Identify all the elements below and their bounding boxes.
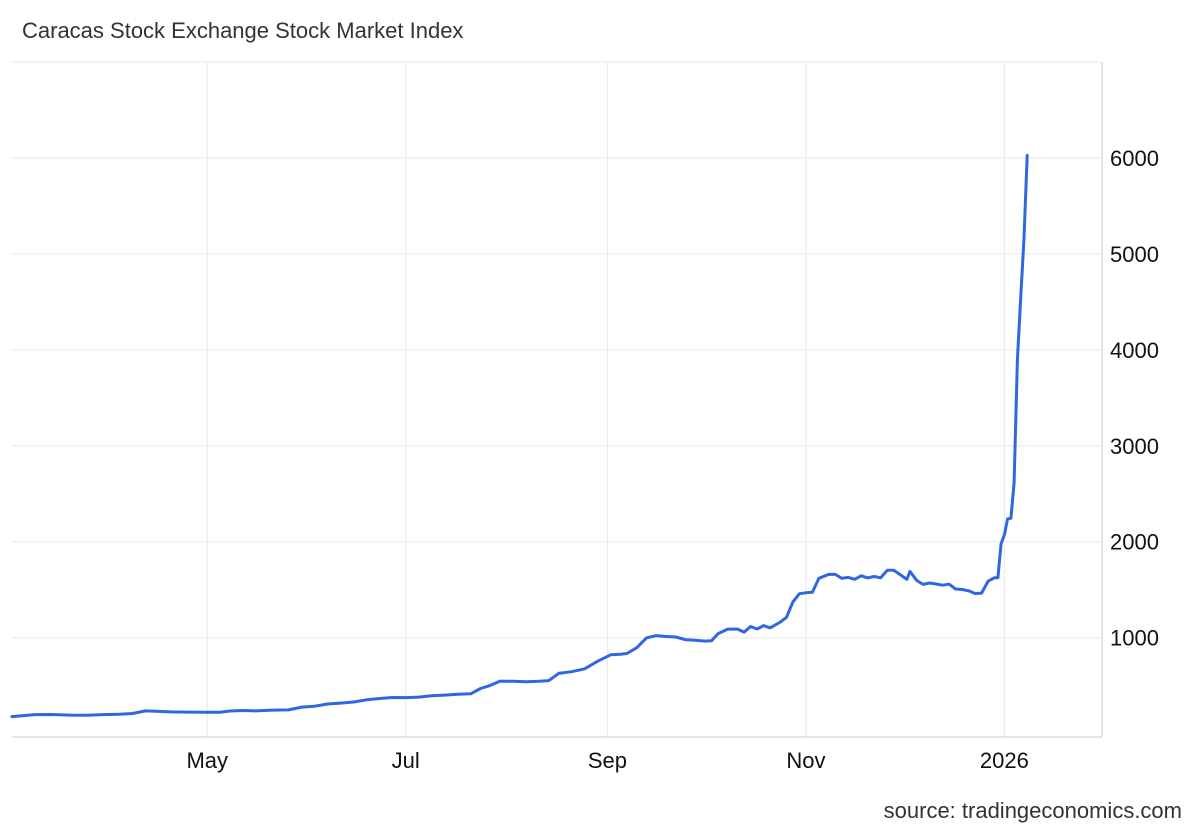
series-layer [10,153,1029,719]
y-tick-label: 4000 [1110,338,1159,363]
y-axis-ticks: 1000 2000 3000 4000 5000 6000 [1110,146,1159,651]
source-label: source: tradingeconomics.com [883,798,1182,823]
y-tick-label: 1000 [1110,626,1159,651]
chart-title: Caracas Stock Exchange Stock Market Inde… [22,18,464,43]
x-tick-label: Nov [786,748,825,773]
axes [12,62,1103,738]
x-tick-label: Sep [588,748,627,773]
y-tick-label: 6000 [1110,146,1159,171]
x-tick-label: May [186,748,228,773]
series-line [10,153,1029,719]
x-tick-label: Jul [392,748,420,773]
gridlines [12,61,1102,737]
y-tick-label: 3000 [1110,434,1159,459]
y-tick-label: 5000 [1110,242,1159,267]
y-tick-label: 2000 [1110,530,1159,555]
x-tick-label: 2026 [980,748,1029,773]
x-axis-ticks: May Jul Sep Nov 2026 [186,748,1028,773]
